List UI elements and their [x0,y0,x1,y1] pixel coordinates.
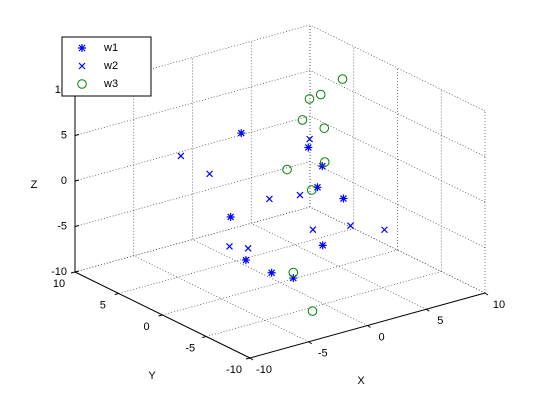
point [237,129,246,138]
z-tick-label: 5 [61,129,67,141]
legend-marker [78,44,86,52]
point [347,222,354,230]
y-tick [70,271,76,274]
y-tick-label: 5 [100,299,106,311]
point [304,94,315,104]
z-tick [74,270,80,273]
y-tick [158,314,163,317]
point [206,170,214,178]
legend-marker [77,79,87,89]
z-axis-label: Z [31,179,38,191]
legend: w1 w2 w3 [61,36,152,97]
x-axis-label: X [357,375,365,387]
point [315,89,326,100]
z-tick-label: -10 [51,266,67,278]
point [282,164,292,175]
grid-line [251,222,427,310]
legend-label: w3 [103,78,118,90]
point [226,212,235,221]
legend-marker [78,62,86,70]
y-tick-label: 0 [143,321,149,333]
x-tick-label: 0 [378,331,384,343]
x-tick [249,357,254,361]
point [296,191,304,199]
y-axis-label: Y [148,370,156,382]
point [267,268,276,277]
x-tick-label: -10 [256,364,272,376]
grid-line [309,115,486,203]
grid-line [309,70,486,157]
z-tick-label: 0 [61,175,67,187]
z-tick [74,134,80,136]
z-tick-label: -5 [57,220,67,232]
grid-line [133,255,309,343]
y-tick-label: -10 [226,364,242,376]
legend-label: w1 [103,42,118,54]
x-tick-label: -5 [318,348,328,360]
point [266,195,273,203]
x-tick [484,292,489,296]
z-tick [74,179,80,182]
y-tick [202,336,207,338]
point [304,143,313,152]
legend-box [61,36,152,97]
point [318,241,327,250]
x-tick-label: 5 [437,315,443,327]
x-tick [425,308,430,312]
grid-line [309,206,486,294]
point [309,226,317,234]
point [306,185,317,195]
point [318,162,327,171]
x-tick [367,325,371,328]
grid-line [309,161,486,248]
point [226,243,233,250]
point [319,123,330,133]
point [339,194,348,203]
point [244,244,252,252]
point [289,274,298,283]
grid-line [192,239,368,326]
z-tick [74,225,80,227]
point [306,135,314,143]
y-tick-label: 10 [53,278,65,290]
point [177,152,185,160]
legend-label: w2 [103,60,118,72]
point [381,226,388,234]
point [288,267,299,278]
point [241,256,250,265]
y-tick-label: -5 [185,342,195,354]
y-tick [245,357,251,360]
point [307,306,318,316]
point [319,157,330,167]
grid-line [309,24,486,112]
point [337,74,348,84]
point [313,183,322,192]
x-tick [308,341,313,345]
point [297,115,308,125]
x-tick-label: 10 [493,299,505,311]
y-tick [114,293,119,295]
